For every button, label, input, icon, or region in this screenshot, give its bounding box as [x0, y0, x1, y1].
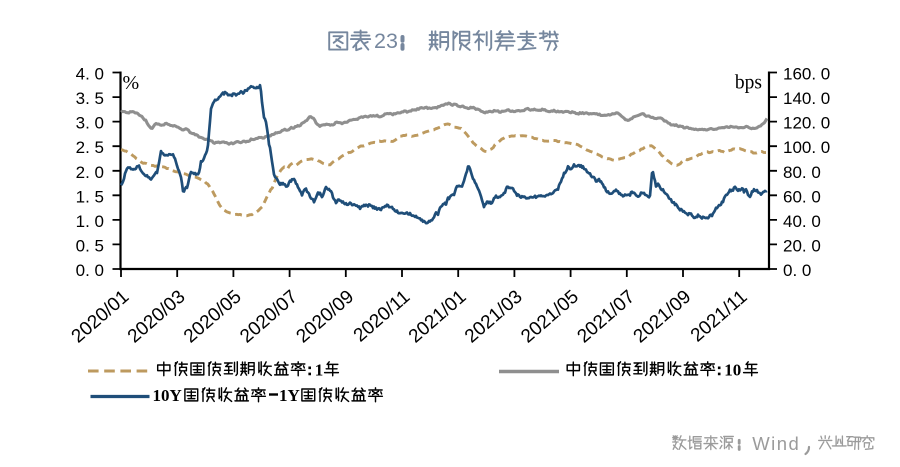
svg-text:3. 5: 3. 5 [76, 89, 104, 108]
svg-text:bps: bps [735, 73, 762, 94]
svg-text:80. 0: 80. 0 [783, 163, 821, 182]
svg-text:0. 0: 0. 0 [76, 261, 104, 280]
svg-text:1: 1 [315, 361, 324, 380]
svg-text:10Y: 10Y [153, 386, 182, 405]
svg-text:60. 0: 60. 0 [783, 187, 821, 206]
svg-text:10: 10 [724, 361, 741, 380]
svg-text:20. 0: 20. 0 [783, 236, 821, 255]
svg-text:40. 0: 40. 0 [783, 212, 821, 231]
svg-text:1Y: 1Y [279, 386, 300, 405]
svg-text:0. 0: 0. 0 [783, 261, 811, 280]
svg-text:1. 0: 1. 0 [76, 212, 104, 231]
svg-text:2. 5: 2. 5 [76, 138, 104, 157]
svg-text:120. 0: 120. 0 [783, 114, 830, 133]
svg-text:23: 23 [374, 29, 398, 53]
svg-text:3. 0: 3. 0 [76, 114, 104, 133]
svg-text:140. 0: 140. 0 [783, 89, 830, 108]
svg-text:Wind: Wind [752, 433, 800, 454]
svg-text:4. 0: 4. 0 [76, 65, 104, 84]
svg-text:%: % [123, 72, 140, 94]
svg-text:1. 5: 1. 5 [76, 187, 104, 206]
svg-text:100. 0: 100. 0 [783, 138, 830, 157]
svg-text:160. 0: 160. 0 [783, 65, 830, 84]
svg-text:0. 5: 0. 5 [76, 236, 104, 255]
svg-text:2. 0: 2. 0 [76, 163, 104, 182]
